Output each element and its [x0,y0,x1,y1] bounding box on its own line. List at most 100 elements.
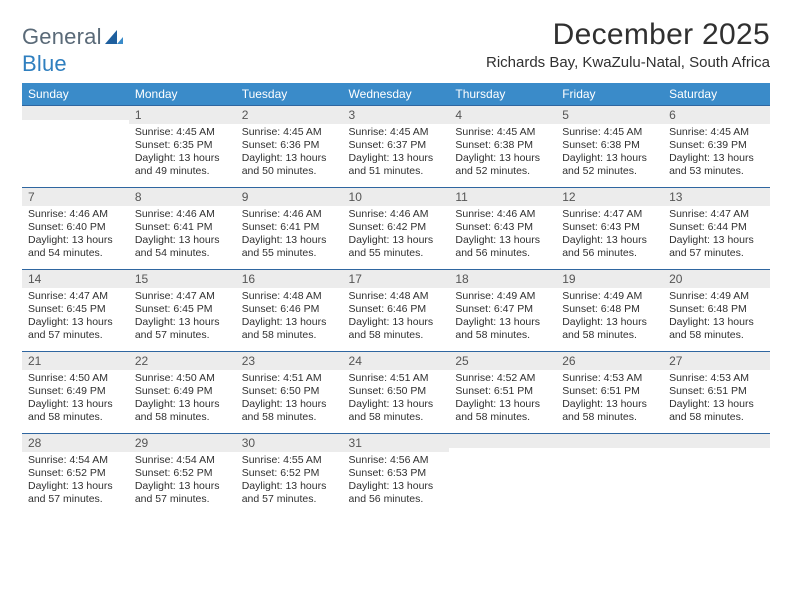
sunset-value: 6:52 PM [67,467,106,479]
sunrise-value: 4:46 AM [283,208,322,220]
sunrise-value: 4:45 AM [604,126,643,138]
weekday-header: Thursday [449,83,556,106]
daylight-line: Daylight: 13 hours and 58 minutes. [349,316,444,342]
day-details: Sunrise: 4:55 AMSunset: 6:52 PMDaylight:… [236,452,343,510]
sunset-value: 6:45 PM [173,303,212,315]
day-number: 1 [129,106,236,124]
sunset-line: Sunset: 6:52 PM [28,467,123,480]
sunset-value: 6:44 PM [708,221,747,233]
day-details [556,448,663,498]
day-number: 12 [556,188,663,206]
day-details: Sunrise: 4:49 AMSunset: 6:47 PMDaylight:… [449,288,556,346]
calendar-page: GeneralBlue December 2025 Richards Bay, … [0,0,792,516]
day-number: 27 [663,352,770,370]
daylight-line: Daylight: 13 hours and 58 minutes. [242,316,337,342]
sunrise-value: 4:55 AM [283,454,322,466]
calendar-day-cell: 2Sunrise: 4:45 AMSunset: 6:36 PMDaylight… [236,106,343,188]
daylight-line: Daylight: 13 hours and 58 minutes. [562,398,657,424]
sunset-value: 6:46 PM [387,303,426,315]
daylight-label: Daylight: [349,480,390,492]
daylight-label: Daylight: [455,316,496,328]
day-number: 15 [129,270,236,288]
day-details: Sunrise: 4:49 AMSunset: 6:48 PMDaylight:… [663,288,770,346]
sunrise-value: 4:49 AM [604,290,643,302]
sunset-label: Sunset: [135,467,171,479]
day-details: Sunrise: 4:47 AMSunset: 6:43 PMDaylight:… [556,206,663,264]
day-details [449,448,556,498]
daylight-label: Daylight: [349,234,390,246]
sunrise-label: Sunrise: [135,126,174,138]
day-number: 30 [236,434,343,452]
calendar-header-row: Sunday Monday Tuesday Wednesday Thursday… [22,83,770,106]
sunrise-value: 4:47 AM [711,208,750,220]
daylight-label: Daylight: [349,316,390,328]
day-number: 3 [343,106,450,124]
day-number: 28 [22,434,129,452]
sunrise-line: Sunrise: 4:56 AM [349,454,444,467]
daylight-line: Daylight: 13 hours and 56 minutes. [455,234,550,260]
weekday-header: Tuesday [236,83,343,106]
sunrise-value: 4:46 AM [69,208,108,220]
sunset-value: 6:40 PM [67,221,106,233]
day-number: 17 [343,270,450,288]
sunrise-line: Sunrise: 4:51 AM [242,372,337,385]
daylight-line: Daylight: 13 hours and 58 minutes. [669,316,764,342]
calendar-day-cell [22,106,129,188]
sunset-value: 6:51 PM [601,385,640,397]
sunset-value: 6:51 PM [708,385,747,397]
calendar-day-cell: 22Sunrise: 4:50 AMSunset: 6:49 PMDayligh… [129,352,236,434]
sunrise-line: Sunrise: 4:46 AM [242,208,337,221]
sunset-label: Sunset: [455,221,491,233]
sunset-line: Sunset: 6:53 PM [349,467,444,480]
sunrise-label: Sunrise: [349,372,388,384]
day-number: 2 [236,106,343,124]
day-details: Sunrise: 4:47 AMSunset: 6:45 PMDaylight:… [22,288,129,346]
calendar-week-row: 28Sunrise: 4:54 AMSunset: 6:52 PMDayligh… [22,434,770,516]
daylight-line: Daylight: 13 hours and 55 minutes. [349,234,444,260]
weekday-header: Wednesday [343,83,450,106]
calendar-day-cell: 14Sunrise: 4:47 AMSunset: 6:45 PMDayligh… [22,270,129,352]
sunset-line: Sunset: 6:51 PM [562,385,657,398]
day-number: 19 [556,270,663,288]
daylight-line: Daylight: 13 hours and 58 minutes. [455,398,550,424]
calendar-day-cell: 11Sunrise: 4:46 AMSunset: 6:43 PMDayligh… [449,188,556,270]
sunrise-value: 4:45 AM [497,126,536,138]
day-number: 31 [343,434,450,452]
sunrise-label: Sunrise: [242,372,281,384]
daylight-line: Daylight: 13 hours and 57 minutes. [135,480,230,506]
sunset-value: 6:38 PM [494,139,533,151]
sunrise-label: Sunrise: [562,126,601,138]
sunrise-line: Sunrise: 4:47 AM [669,208,764,221]
daylight-label: Daylight: [135,234,176,246]
sunset-value: 6:49 PM [173,385,212,397]
day-number: 22 [129,352,236,370]
sunrise-line: Sunrise: 4:53 AM [562,372,657,385]
sunrise-value: 4:46 AM [497,208,536,220]
daylight-line: Daylight: 13 hours and 58 minutes. [562,316,657,342]
sunset-value: 6:48 PM [601,303,640,315]
day-number: 25 [449,352,556,370]
calendar-day-cell: 1Sunrise: 4:45 AMSunset: 6:35 PMDaylight… [129,106,236,188]
day-details: Sunrise: 4:56 AMSunset: 6:53 PMDaylight:… [343,452,450,510]
sunset-line: Sunset: 6:37 PM [349,139,444,152]
day-details: Sunrise: 4:53 AMSunset: 6:51 PMDaylight:… [663,370,770,428]
sunrise-value: 4:47 AM [176,290,215,302]
day-number: 10 [343,188,450,206]
daylight-label: Daylight: [135,480,176,492]
sunset-line: Sunset: 6:50 PM [242,385,337,398]
sunset-line: Sunset: 6:52 PM [242,467,337,480]
sail-icon [104,25,124,51]
sunrise-line: Sunrise: 4:52 AM [455,372,550,385]
sunrise-label: Sunrise: [28,208,67,220]
sunrise-value: 4:53 AM [711,372,750,384]
daylight-label: Daylight: [669,152,710,164]
sunrise-value: 4:47 AM [604,208,643,220]
sunset-label: Sunset: [135,303,171,315]
sunrise-value: 4:47 AM [69,290,108,302]
sunset-value: 6:42 PM [387,221,426,233]
calendar-week-row: 1Sunrise: 4:45 AMSunset: 6:35 PMDaylight… [22,106,770,188]
daylight-label: Daylight: [28,398,69,410]
daylight-line: Daylight: 13 hours and 58 minutes. [455,316,550,342]
daylight-label: Daylight: [242,398,283,410]
day-number: 23 [236,352,343,370]
